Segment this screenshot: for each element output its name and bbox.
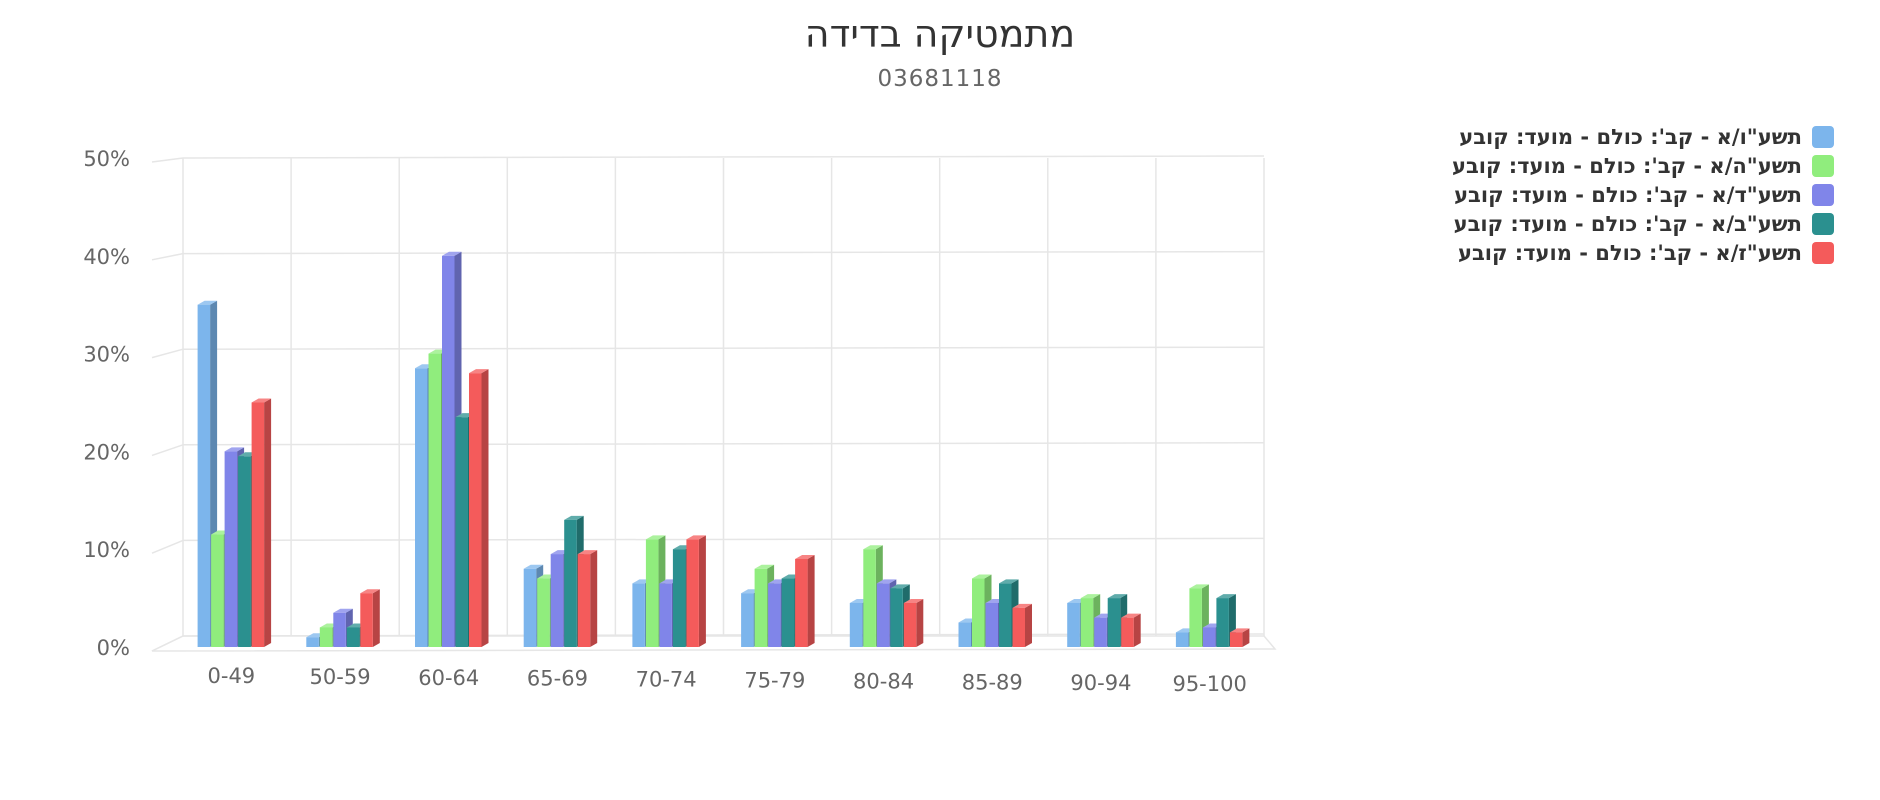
legend-swatch (1812, 241, 1834, 264)
x-tick-label: 75-79 (744, 669, 805, 693)
grid-line (151, 348, 184, 359)
x-tick-label: 50-59 (310, 665, 371, 689)
legend: תשע"ו/א - קב': כולם - מועד: קובע תשע"ה/א … (1452, 122, 1834, 267)
legend-item[interactable]: תשע"ז/א - קב': כולם - מועד: קובע (1452, 238, 1834, 267)
legend-label: תשע"ב/א - קב': כולם - מועד: קובע (1453, 211, 1802, 236)
bar (577, 550, 598, 647)
bar (1229, 628, 1250, 647)
y-axis-tick-labels: 0% 10% 20% 30% 40% 50% (83, 147, 130, 660)
y-tick-label: 30% (83, 343, 130, 367)
bar (903, 598, 924, 647)
bar (686, 535, 706, 647)
y-tick-label: 40% (83, 245, 130, 269)
legend-swatch (1812, 154, 1834, 177)
legend-item[interactable]: תשע"ה/א - קב': כולם - מועד: קובע (1452, 151, 1834, 180)
y-tick-label: 50% (83, 147, 130, 171)
x-axis-tick-labels: 0-49 50-59 60-64 65-69 70-74 75-79 80-84 85-89 9… (208, 664, 1247, 696)
legend-label: תשע"ז/א - קב': כולם - מועד: קובע (1458, 240, 1802, 265)
legend-item[interactable]: תשע"ב/א - קב': כולם - מועד: קובע (1452, 209, 1834, 238)
legend-item[interactable]: תשע"ד/א - קב': כולם - מועד: קובע (1452, 180, 1834, 209)
chart-title: מתמטיקה בדידה (804, 12, 1076, 56)
x-tick-label: 60-64 (418, 666, 479, 690)
y-tick-label: 0% (97, 636, 130, 660)
legend-swatch (1812, 212, 1834, 235)
x-tick-label: 0-49 (208, 664, 256, 688)
legend-swatch (1812, 183, 1834, 206)
grid-line (151, 444, 184, 457)
y-tick-label: 20% (83, 440, 130, 464)
x-tick-label: 80-84 (853, 669, 914, 693)
bar (1121, 613, 1141, 647)
x-tick-label: 70-74 (636, 668, 697, 692)
legend-label: תשע"ד/א - קב': כולם - מועד: קובע (1454, 182, 1802, 207)
legend-label: תשע"ה/א - קב': כולם - מועד: קובע (1451, 153, 1802, 178)
bars (197, 251, 1250, 648)
x-tick-label: 65-69 (527, 667, 588, 691)
bar (795, 554, 815, 647)
legend-label: תשע"ו/א - קב': כולם - מועד: קובע (1459, 124, 1802, 149)
legend-swatch (1812, 125, 1834, 148)
y-tick-label: 10% (83, 538, 130, 562)
x-tick-label: 95-100 (1172, 672, 1246, 696)
legend-item[interactable]: תשע"ו/א - קב': כולם - מועד: קובע (1452, 122, 1834, 151)
bar (360, 589, 380, 647)
x-tick-label: 85-89 (962, 670, 1023, 694)
bar (469, 369, 489, 647)
floor (151, 635, 1277, 652)
grid-line (182, 155, 1265, 159)
grid (151, 155, 1277, 652)
bar (1012, 603, 1032, 647)
grid-line (151, 157, 184, 163)
grid-line (151, 539, 184, 554)
chart-subtitle: 03681118 (877, 66, 1003, 92)
bar (251, 398, 272, 647)
x-tick-label: 90-94 (1070, 671, 1131, 695)
grid-line (151, 252, 184, 261)
